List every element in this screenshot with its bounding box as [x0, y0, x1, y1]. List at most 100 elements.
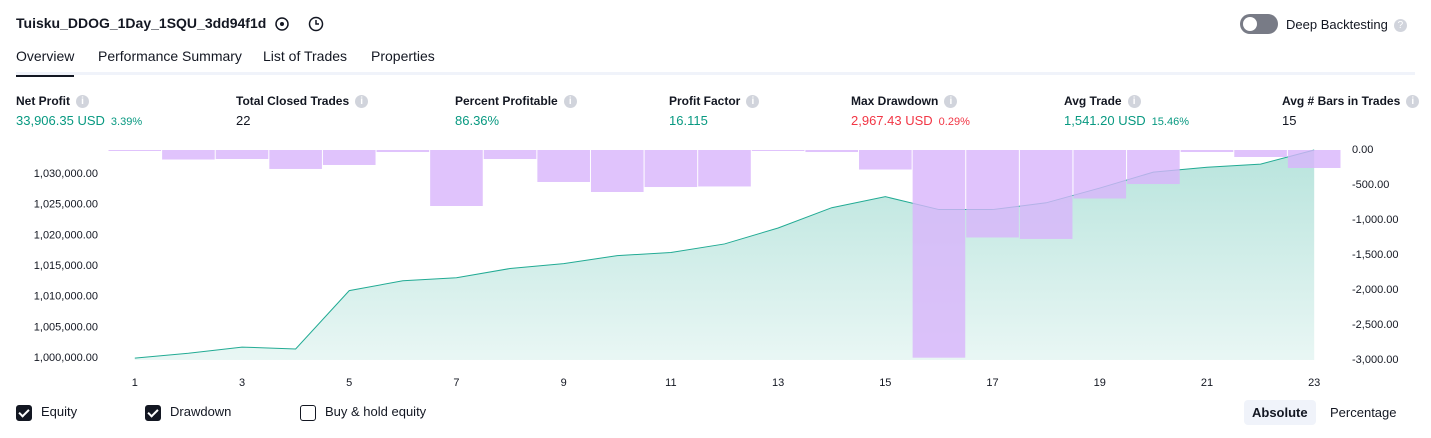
stat-label: Avg Trade [1064, 94, 1122, 108]
stat: Avg Trade i 1,541.20 USD 15.46% [1064, 94, 1189, 128]
stat-label-row: Net Profit i [16, 94, 142, 109]
stat-value: 33,906.35 USD [16, 113, 105, 129]
drawdown-bar [269, 150, 322, 169]
drawdown-bar [322, 150, 376, 165]
info-icon[interactable]: i [944, 95, 958, 109]
stat-value: 86.36% [455, 113, 500, 129]
info-icon[interactable]: ? [1393, 19, 1407, 33]
stat-label: Percent Profitable [455, 94, 558, 108]
drawdown-bar [483, 150, 537, 160]
legend-label: Buy & hold equity [325, 404, 427, 419]
stat-label-row: Percent Profitable i [455, 94, 577, 109]
info-icon[interactable]: i [355, 95, 369, 109]
stat-label: Total Closed Trades [236, 94, 350, 108]
x-tick-label: 13 [772, 377, 784, 389]
drawdown-bar [805, 150, 859, 153]
stat-label: Net Profit [16, 94, 70, 108]
x-tick-label: 1 [132, 377, 138, 389]
y-tick-label: 1,025,000.00 [34, 199, 98, 211]
stat-value: 1,541.20 USD [1064, 113, 1146, 129]
stat: Max Drawdown i 2,967.43 USD 0.29% [851, 94, 970, 128]
checkbox[interactable] [16, 404, 32, 421]
info-icon[interactable]: i [563, 95, 577, 109]
stat-percent: 15.46% [1151, 116, 1189, 129]
stat-value: 16.115 [669, 113, 708, 129]
stat-value-row: 15 [1282, 113, 1419, 128]
drawdown-bar [859, 150, 912, 170]
y2-tick-label: -500.00 [1352, 179, 1389, 191]
stat-label-row: Avg # Bars in Trades i [1282, 94, 1420, 109]
stat-value-row: 33,906.35 USD 3.39% [16, 113, 142, 128]
deep-label: Deep Backtesting [1286, 17, 1388, 32]
info-icon[interactable]: i [746, 95, 760, 109]
y2-tick-label: -1,000.00 [1352, 214, 1398, 226]
x-tick-label: 19 [1094, 377, 1106, 389]
drawdown-bar [1234, 150, 1287, 157]
legend-label: Drawdown [170, 404, 232, 419]
x-tick-label: 15 [879, 377, 891, 389]
header-icons [275, 16, 324, 32]
drawdown-bar [644, 150, 698, 188]
drawdown-bar [966, 150, 1019, 238]
checkbox[interactable] [300, 404, 316, 421]
y-tick-label: 1,030,000.00 [34, 168, 98, 180]
tab[interactable]: Properties [371, 48, 435, 64]
stat-label: Profit Factor [669, 94, 741, 108]
info-icon[interactable]: i [76, 95, 89, 109]
x-tick-label: 11 [665, 377, 676, 389]
tab[interactable]: Performance Summary [98, 48, 242, 64]
mode-button[interactable]: Absolute [1244, 400, 1316, 425]
drawdown-bar [590, 150, 644, 192]
info-icon[interactable]: i [1406, 95, 1420, 109]
x-tick-label: 23 [1308, 377, 1320, 389]
stat-label-row: Avg Trade i [1064, 94, 1189, 109]
drawdown-bar [108, 150, 162, 151]
stat: Percent Profitable i 86.36% [455, 94, 577, 128]
stat-value: 15 [1282, 113, 1297, 129]
y-tick-label: 1,020,000.00 [34, 229, 98, 241]
drawdown-bar [376, 150, 430, 153]
drawdown-bar [1180, 150, 1234, 153]
checkbox[interactable] [145, 404, 161, 421]
y-tick-label: 1,005,000.00 [34, 321, 98, 333]
drawdown-bar [215, 150, 269, 160]
stat: Profit Factor i 16.115 [669, 94, 760, 128]
y2-tick-label: -3,000.00 [1352, 354, 1398, 366]
stat-label: Avg # Bars in Trades [1282, 94, 1401, 108]
legend-item[interactable]: Equity [16, 404, 77, 421]
x-tick-label: 7 [453, 377, 459, 389]
legend-item[interactable]: Buy & hold equity [300, 404, 426, 421]
y-tick-label: 1,000,000.00 [34, 352, 98, 364]
stat-percent: 3.39% [110, 116, 143, 129]
info-icon[interactable]: i [1127, 95, 1141, 109]
stat-value-row: 16.115 [669, 113, 759, 128]
y2-tick-label: -1,500.00 [1352, 249, 1398, 261]
drawdown-bar [698, 150, 751, 187]
stat-label: Max Drawdown [851, 94, 939, 108]
legend-label: Equity [41, 404, 78, 419]
drawdown-bar [1019, 150, 1073, 239]
mode-button[interactable]: Percentage [1330, 405, 1397, 420]
drawdown-bar [912, 150, 966, 358]
drawdown-bar [751, 150, 805, 151]
tab[interactable]: Overview [16, 48, 75, 77]
stat-value-row: 86.36% [455, 113, 577, 128]
settings-icon[interactable] [275, 17, 289, 31]
stat: Net Profit i 33,906.35 USD 3.39% [16, 94, 142, 128]
tab[interactable]: List of Trades [263, 48, 348, 64]
legend-item[interactable]: Drawdown [145, 404, 231, 421]
deep-backtesting-toggle[interactable] [1240, 14, 1278, 34]
drawdown-bar [1073, 150, 1127, 199]
equity-area [134, 150, 1315, 360]
strategy-title: Tuisku_DDOG_1Day_1SQU_3dd94f1d [16, 15, 267, 31]
stat-label-row: Total Closed Trades i [236, 94, 369, 109]
stat: Avg # Bars in Trades i 15 [1282, 94, 1420, 128]
chart: 1,000,000.00 1,005,000.00 1,010,000.00 1,01… [34, 144, 1399, 389]
x-tick-label: 3 [239, 377, 245, 389]
stat-label-row: Profit Factor i [669, 94, 760, 109]
drawdown-bar [162, 150, 215, 160]
x-tick-label: 5 [346, 377, 352, 389]
y2-tick-label: -2,000.00 [1352, 284, 1398, 296]
alert-icon[interactable] [308, 16, 324, 32]
